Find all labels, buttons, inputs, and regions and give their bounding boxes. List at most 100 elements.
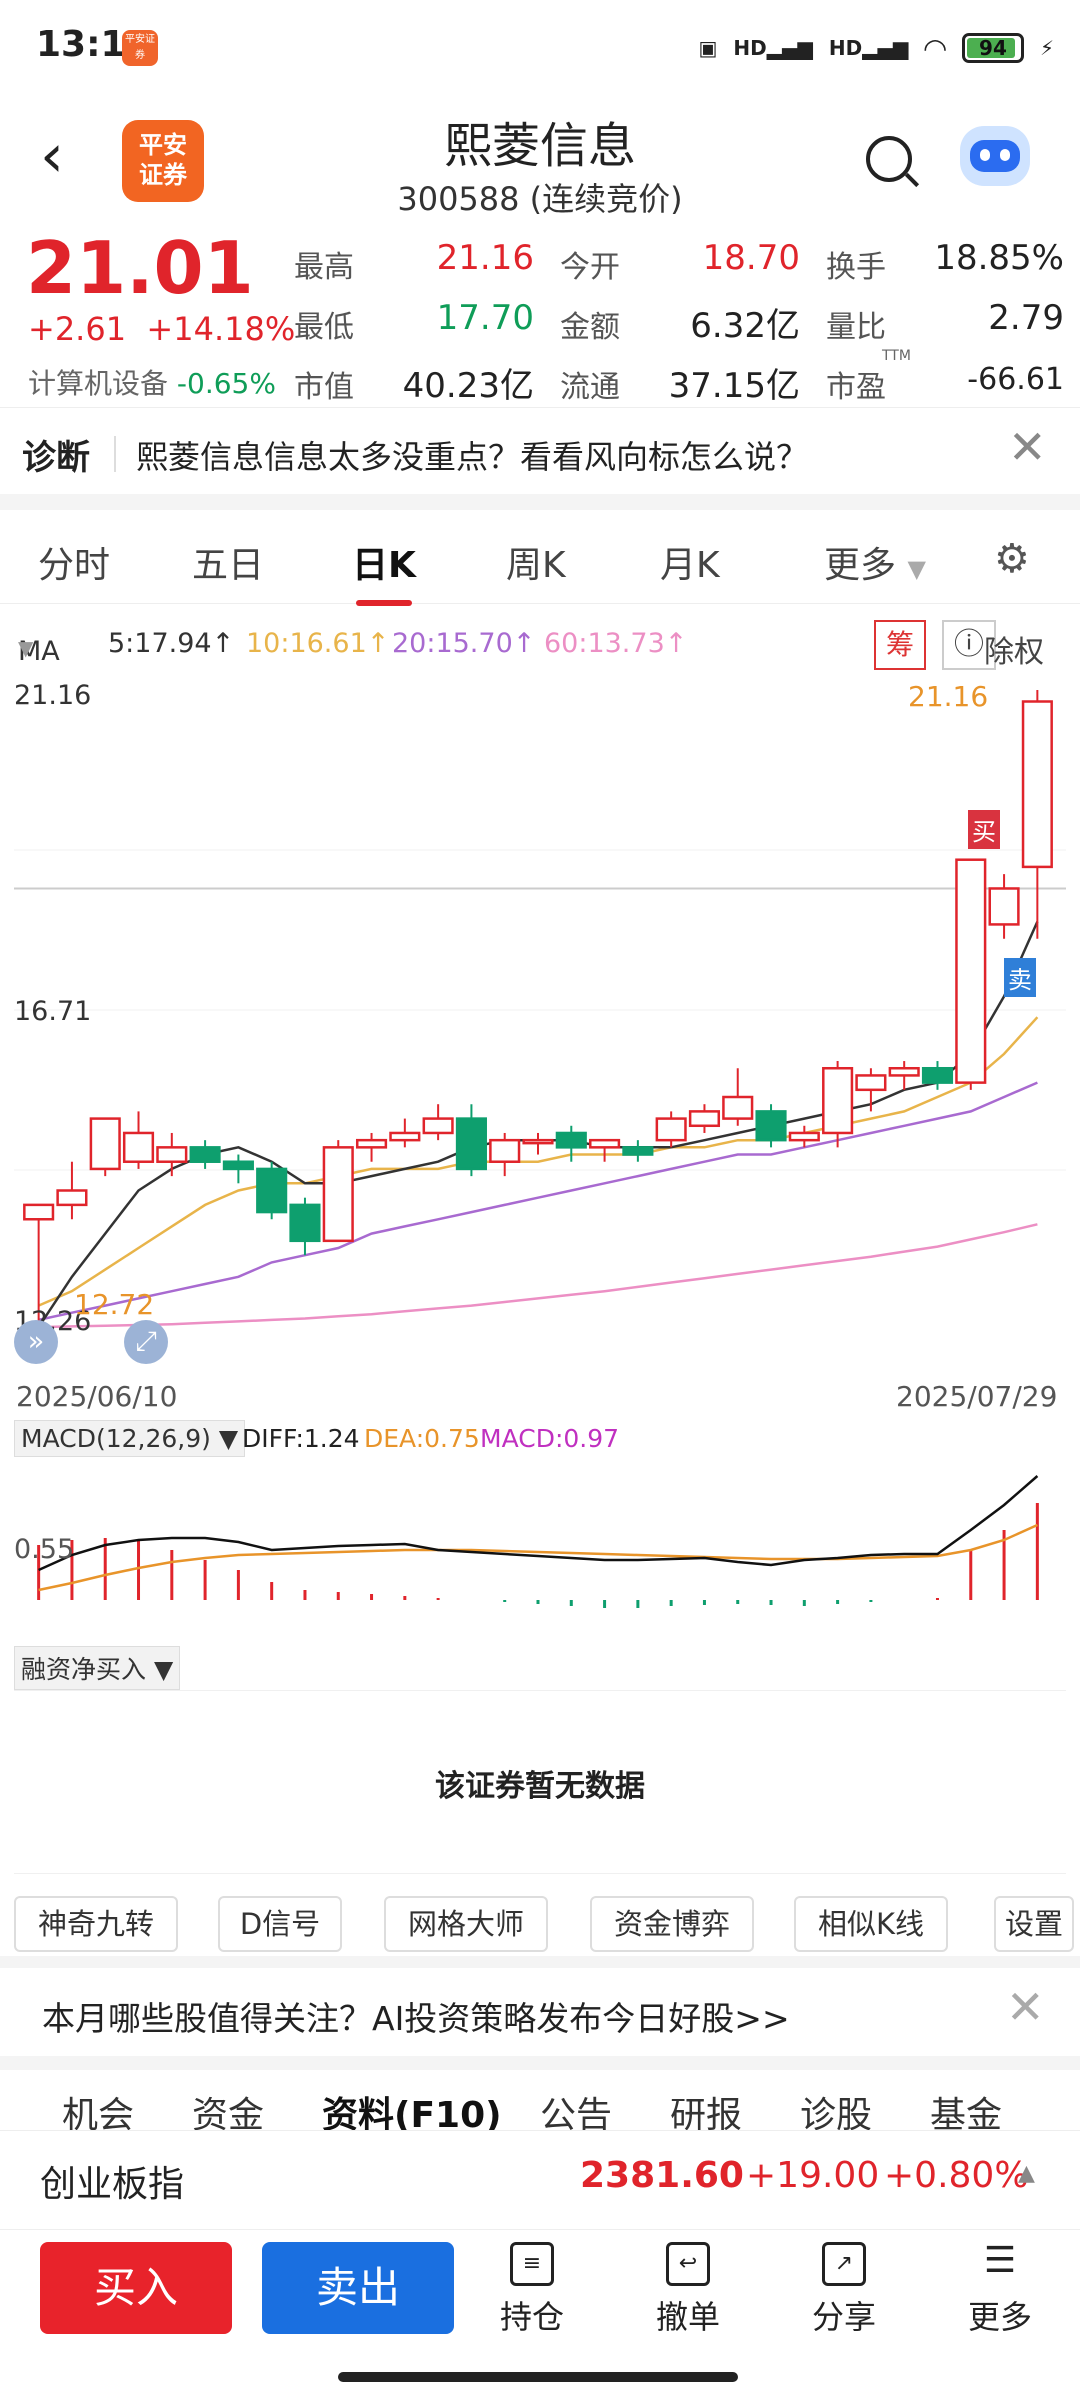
tab-intraday[interactable]: 分时 xyxy=(38,545,111,586)
float-cap-value: 37.15亿 xyxy=(668,366,800,406)
tab-monthly-k[interactable]: 月K xyxy=(660,545,720,586)
tab-funds[interactable]: 资金 xyxy=(192,2095,265,2130)
index-ticker[interactable]: 创业板指 2381.60 +19.00 +0.80% ▲ xyxy=(0,2130,1080,2230)
sell-button[interactable]: 卖出 xyxy=(262,2242,454,2334)
ma10-line xyxy=(38,1016,1039,1307)
tab-research[interactable]: 研报 xyxy=(670,2095,743,2130)
close-icon[interactable]: ✕ xyxy=(1008,420,1047,474)
dea-line xyxy=(38,1523,1038,1592)
promo-text[interactable]: 本月哪些股值得关注？AI投资策略发布今日好股>> xyxy=(42,1999,790,2038)
low-value: 17.70 xyxy=(436,298,534,338)
ex-rights-button[interactable]: ⓘ 除权 xyxy=(942,620,1044,670)
dea-value: DEA:0.75 xyxy=(364,1424,480,1453)
candle xyxy=(522,1132,554,1155)
candle xyxy=(322,1140,354,1243)
candle xyxy=(622,1140,654,1162)
promo-banner[interactable]: 本月哪些股值得关注？AI投资策略发布今日好股>> ✕ xyxy=(0,1972,1080,2056)
magic-nine-button[interactable]: 神奇九转 xyxy=(14,1896,178,1952)
more-icon: ☰ xyxy=(983,2240,1017,2281)
tab-f10[interactable]: 资料(F10) xyxy=(322,2095,502,2130)
section-gap xyxy=(0,494,1080,510)
nfc-icon: ▣ xyxy=(698,36,718,60)
buy-signal-tag: 买 xyxy=(968,810,1000,849)
status-bar: 13:11 平安证券 ▣ HD▂▄▆ HD▂▄▆ ◠ 94 ⚡ xyxy=(0,0,1080,96)
candle xyxy=(389,1118,421,1148)
tools-settings-button[interactable]: 设置 xyxy=(994,1896,1074,1952)
close-icon[interactable]: ✕ xyxy=(1006,1980,1045,2034)
diagnosis-banner[interactable]: 诊断 熙菱信息信息太多没重点？看看风向标怎么说？ ✕ xyxy=(0,412,1080,494)
tab-fund[interactable]: 基金 xyxy=(930,2095,1003,2130)
float-cap-label: 流通 xyxy=(560,370,620,405)
pe-label: 市盈 xyxy=(826,370,886,405)
pe-ttm-sup: TTM xyxy=(882,348,911,364)
grid-master-button[interactable]: 网格大师 xyxy=(384,1896,548,1952)
candle xyxy=(921,1061,954,1090)
market-cap-label: 市值 xyxy=(294,370,354,405)
end-date: 2025/07/29 xyxy=(896,1380,1058,1413)
candle xyxy=(89,1117,121,1177)
signal-icon-2: HD▂▄▆ xyxy=(828,36,909,60)
tab-daily-k[interactable]: 日K xyxy=(352,536,416,606)
app-notification-icon: 平安证券 xyxy=(122,30,158,66)
financing-dropdown[interactable]: 融资净买入 ▼ xyxy=(14,1646,181,1690)
price-change: +2.61 +14.18% xyxy=(28,310,296,348)
candle xyxy=(23,1203,55,1342)
fund-game-button[interactable]: 资金博弈 xyxy=(590,1896,754,1952)
chip-distribution-button[interactable]: 筹 xyxy=(874,620,926,670)
tab-announcement[interactable]: 公告 xyxy=(540,2095,613,2130)
settings-gear-icon[interactable]: ⚙ xyxy=(994,536,1030,582)
ma20-line xyxy=(38,1081,1038,1322)
axis-high-label: 21.16 xyxy=(14,680,92,711)
buy-button[interactable]: 买入 xyxy=(40,2242,232,2334)
high-price-marker: 21.16 xyxy=(908,680,989,713)
stock-header: ‹ 平安 证券 熙菱信息 300588 (连续竞价) xyxy=(0,96,1080,226)
macd-dropdown[interactable]: MACD(12,26,9) ▼ xyxy=(14,1420,246,1457)
cancel-order-button[interactable]: ↩ 撤单 xyxy=(638,2242,738,2338)
candle xyxy=(822,1061,854,1148)
d-signal-button[interactable]: D信号 xyxy=(218,1896,342,1952)
macd-chart[interactable]: 0.55 xyxy=(14,1460,1066,1660)
action-bar: 买入 卖出 ≡ 持仓 ↩ 撤单 ↗ 分享 ☰ 更多 xyxy=(0,2232,1080,2372)
tab-five-day[interactable]: 五日 xyxy=(192,545,265,586)
industry-change[interactable]: 计算机设备 -0.65% xyxy=(28,367,276,400)
wifi-icon: ◠ xyxy=(924,31,946,65)
macd-legend: MACD(12,26,9) ▼ DIFF:1.24 DEA:0.75 MACD:… xyxy=(14,1420,1066,1460)
similar-kline-button[interactable]: 相似K线 xyxy=(794,1896,948,1952)
amount-label: 金额 xyxy=(560,310,620,345)
broker-logo: 平安 证券 xyxy=(122,120,204,202)
kline-chart[interactable]: 21.16 16.71 12.26 12.72 21.16 买 卖 » ⤢ xyxy=(14,680,1066,1370)
tab-weekly-k[interactable]: 周K xyxy=(506,545,566,586)
candle xyxy=(156,1132,188,1177)
index-name: 创业板指 xyxy=(40,2164,185,2205)
back-arrow-icon[interactable]: ‹ xyxy=(40,121,64,191)
volume-ratio-value: 2.79 xyxy=(988,298,1064,338)
ma60-line xyxy=(38,1223,1038,1329)
stock-code: 300588 (连续竞价) xyxy=(397,180,683,218)
diff-value: DIFF:1.24 xyxy=(242,1424,360,1453)
fullscreen-icon[interactable]: ⤢ xyxy=(124,1320,168,1364)
more-button[interactable]: ☰ 更多 xyxy=(967,2240,1032,2337)
holdings-button[interactable]: ≡ 持仓 xyxy=(482,2242,582,2338)
candle xyxy=(955,858,987,1090)
expand-up-icon[interactable]: ▲ xyxy=(1018,2161,1035,2186)
expand-left-icon[interactable]: » xyxy=(14,1320,58,1364)
candle xyxy=(189,1140,221,1169)
low-label: 最低 xyxy=(294,310,354,345)
tab-diagnosis[interactable]: 诊股 xyxy=(800,2095,873,2130)
section-gap xyxy=(0,2056,1080,2070)
search-icon[interactable] xyxy=(866,136,912,182)
period-tabs: 分时 五日 日K 周K 月K 更多 ▼ ⚙ xyxy=(0,514,1080,606)
axis-mid-label: 16.71 xyxy=(14,996,92,1027)
start-date: 2025/06/10 xyxy=(16,1380,178,1413)
ma60-value: 60:13.73↑ xyxy=(544,628,688,659)
tab-opportunity[interactable]: 机会 xyxy=(62,2095,135,2130)
macd-value: MACD:0.97 xyxy=(480,1424,620,1453)
ai-assistant-icon[interactable] xyxy=(960,126,1030,186)
ma5-line xyxy=(37,921,1039,1328)
battery-icon: 94 xyxy=(961,33,1024,63)
share-button[interactable]: ↗ 分享 xyxy=(794,2242,894,2338)
tab-more[interactable]: 更多 ▼ xyxy=(824,545,926,586)
diagnosis-message[interactable]: 熙菱信息信息太多没重点？看看风向标怎么说？ xyxy=(136,438,809,476)
index-value: 2381.60 xyxy=(580,2155,744,2196)
candle xyxy=(1021,690,1053,939)
